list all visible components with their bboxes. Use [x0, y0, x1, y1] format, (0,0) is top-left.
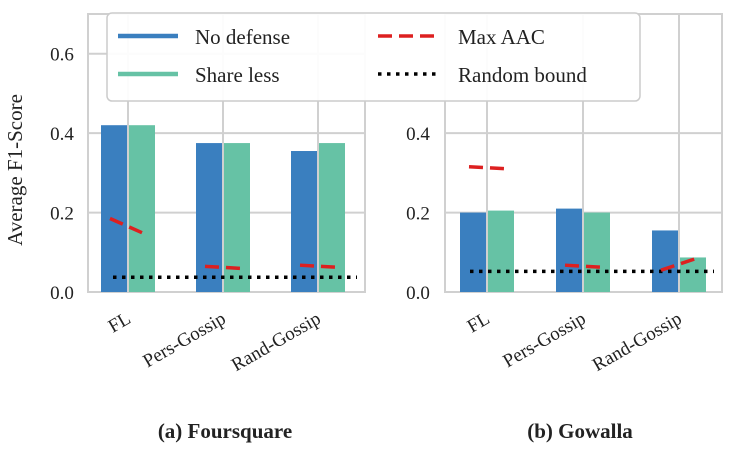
- x-tick-label: FL: [464, 308, 494, 337]
- max-aac-rand-gossip: [660, 256, 698, 272]
- bar-no-defense-rand-gossip: [291, 151, 317, 292]
- x-tick-label: FL: [105, 308, 135, 337]
- bar-no-defense-pers-gossip: [196, 143, 222, 292]
- bar-share-less-pers-gossip: [584, 212, 610, 292]
- bar-share-less-rand-gossip: [319, 143, 345, 292]
- caption-foursquare: (a) Foursquare: [158, 419, 292, 443]
- y-tick-label: 0.4: [50, 124, 74, 145]
- y-axis-label: Average F1-Score: [3, 94, 27, 246]
- y-tick-label: 0.6: [50, 45, 74, 66]
- y-tick-label: 0.4: [406, 124, 430, 145]
- max-aac-pers-gossip: [564, 263, 602, 269]
- bar-share-less-fl: [488, 210, 514, 292]
- x-tick-label: Rand-Gossip: [228, 308, 324, 376]
- legend: No defense Share less Max AAC Random bou…: [106, 12, 641, 102]
- bar-no-defense-fl: [460, 212, 486, 292]
- x-tick-label: Pers-Gossip: [499, 308, 589, 372]
- bar-no-defense-pers-gossip: [556, 208, 582, 292]
- max-aac-rand-gossip: [299, 263, 337, 269]
- bar-share-less-fl: [129, 125, 155, 292]
- legend-label-random-bound: Random bound: [458, 63, 587, 87]
- bar-no-defense-fl: [101, 125, 127, 292]
- legend-label-no-defense: No defense: [195, 25, 290, 49]
- y-tick-label: 0.2: [406, 204, 430, 225]
- max-aac-fl: [468, 164, 506, 171]
- y-tick-label: 0.0: [406, 283, 430, 304]
- y-tick-label: 0.0: [50, 283, 74, 304]
- caption-gowalla: (b) Gowalla: [527, 419, 633, 443]
- max-aac-pers-gossip: [204, 264, 242, 271]
- legend-box: [106, 12, 641, 102]
- bar-no-defense-rand-gossip: [652, 230, 678, 292]
- x-tick-label: Rand-Gossip: [589, 308, 685, 376]
- legend-label-max-aac: Max AAC: [458, 25, 545, 49]
- x-tick-label: Pers-Gossip: [139, 308, 229, 372]
- max-aac-fl: [109, 216, 147, 237]
- legend-label-share-less: Share less: [195, 63, 280, 87]
- y-tick-label: 0.2: [50, 204, 74, 225]
